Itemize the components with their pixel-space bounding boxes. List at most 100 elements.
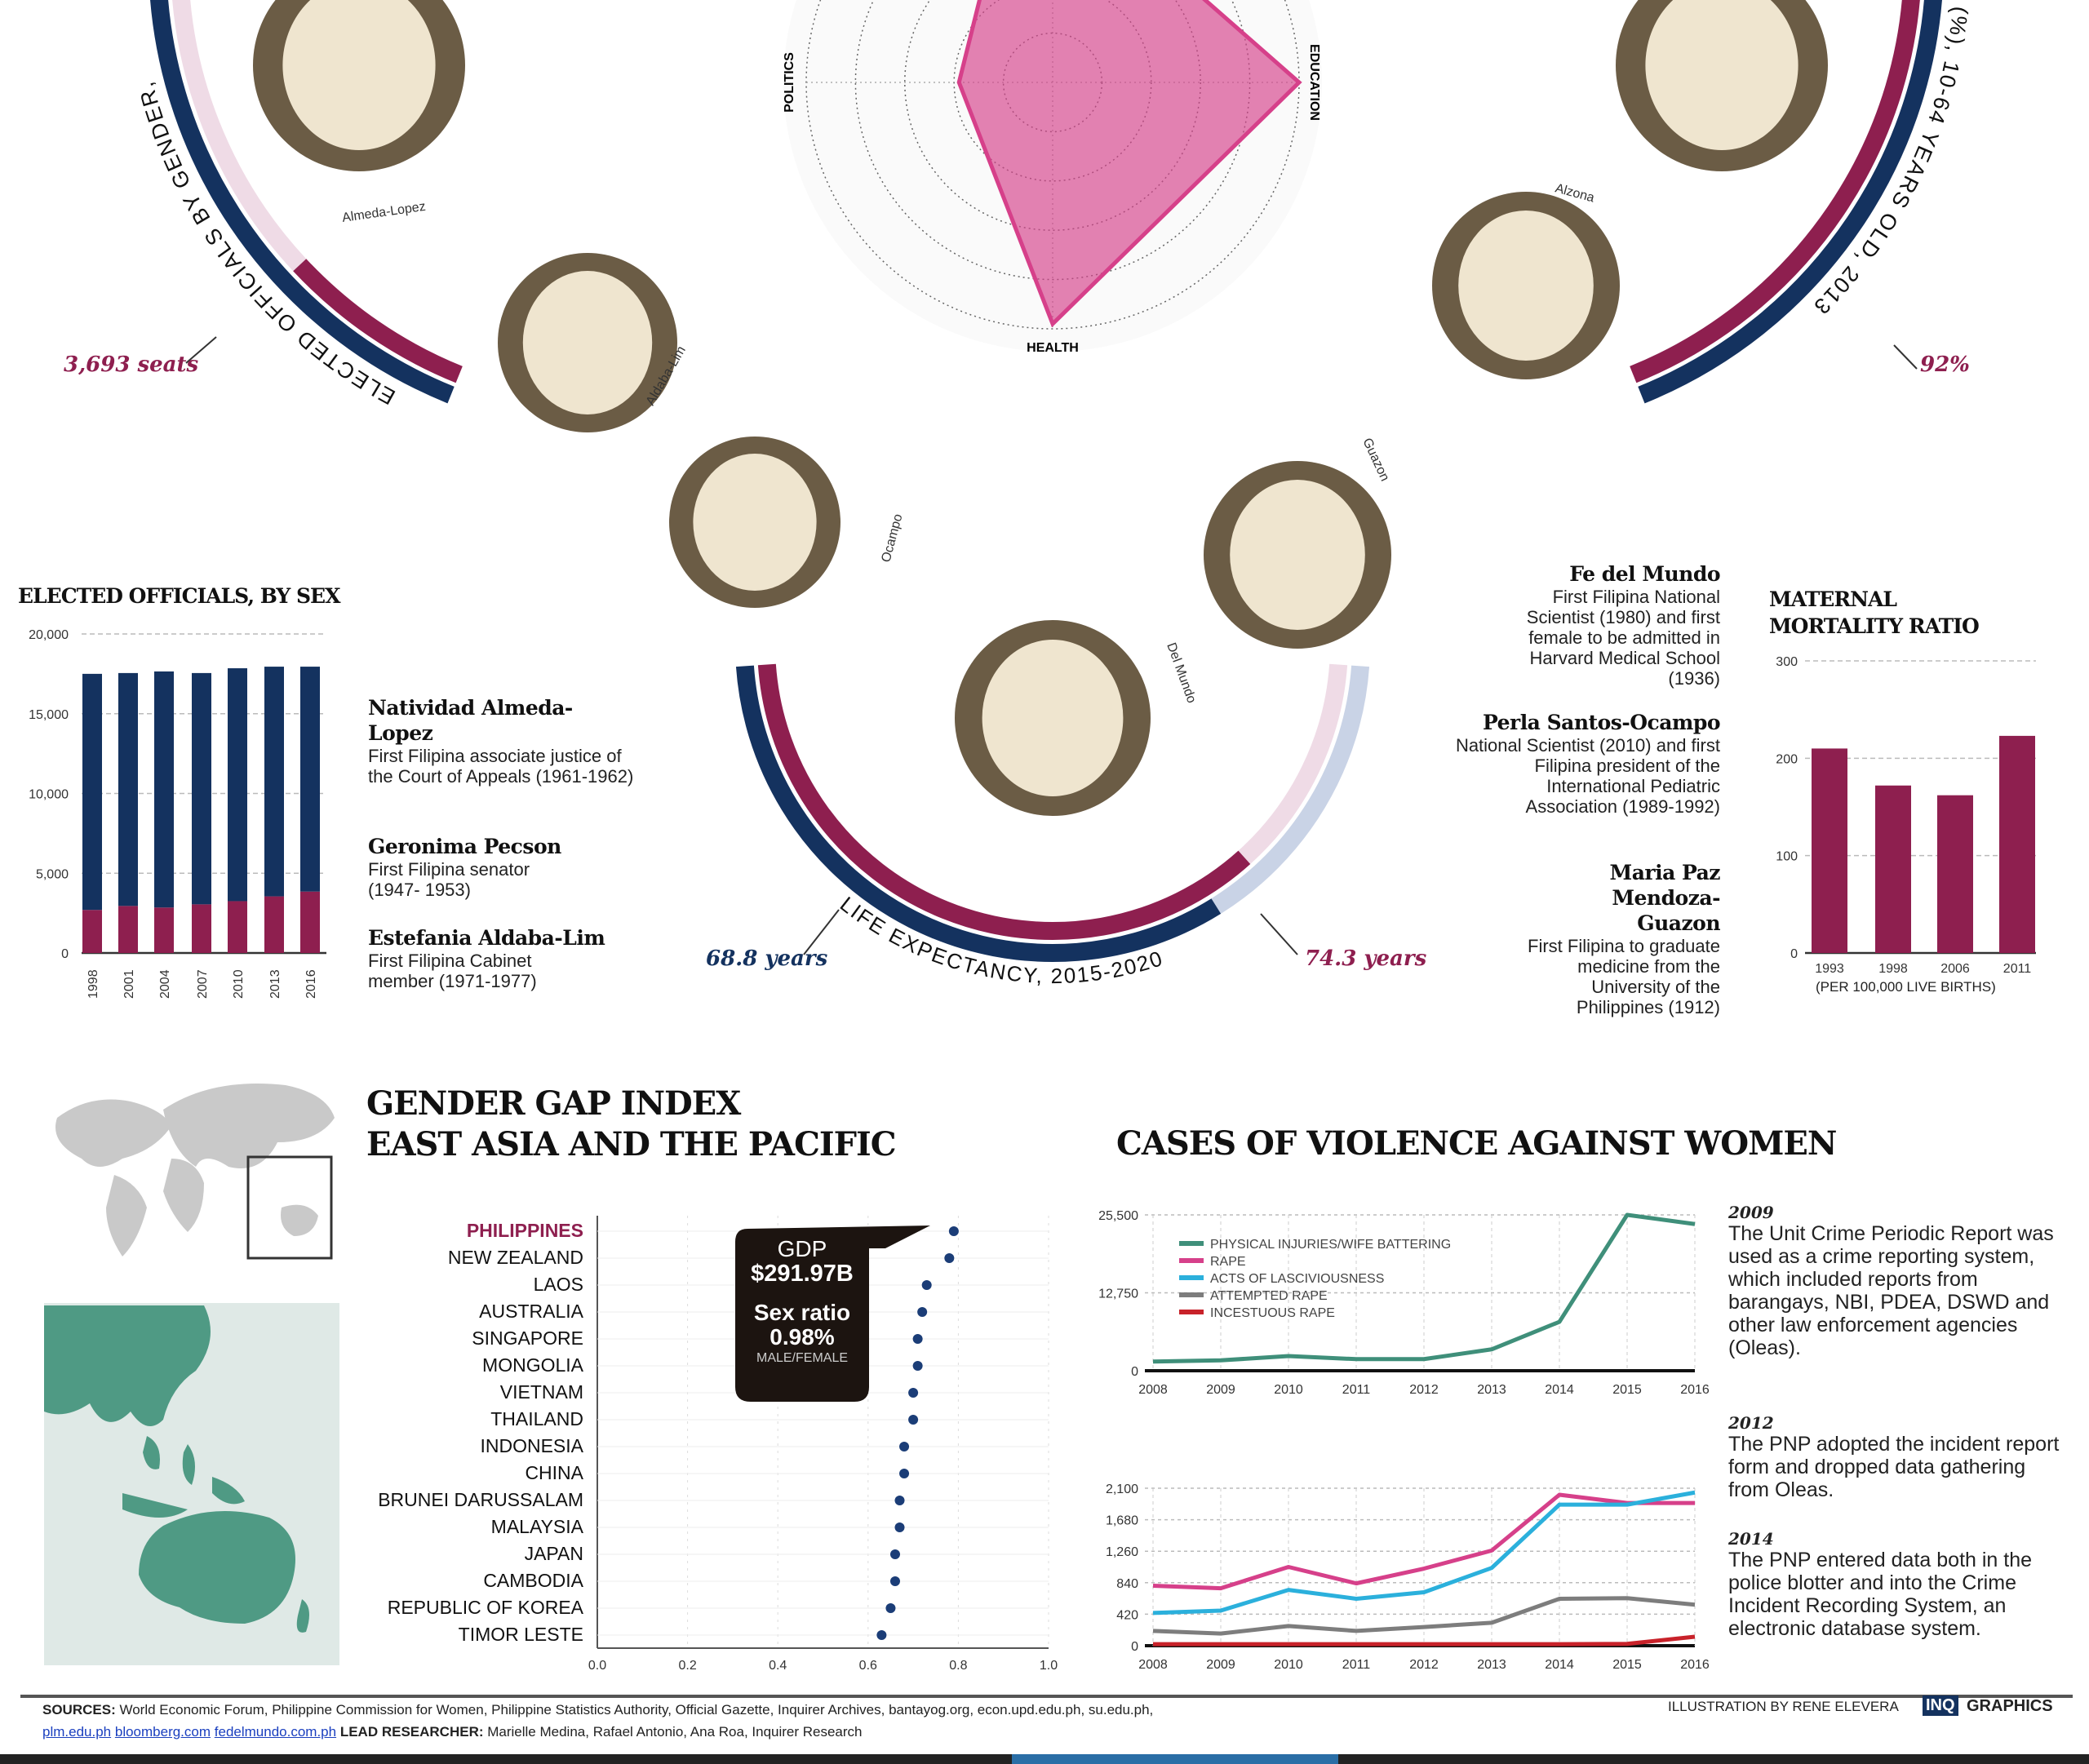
elected-arc-remainder [172, 0, 307, 272]
gender-gap-chart: 0.0 0.2 0.4 0.6 0.8 1.0 [588, 1216, 1058, 1673]
portrait-label: Ocampo [879, 512, 905, 564]
data-point-indonesia [899, 1442, 910, 1452]
data-point-cambodia [889, 1576, 900, 1586]
world-map [55, 1084, 335, 1257]
sources-label: SOURCES: [42, 1702, 116, 1717]
x-tick-label: 2016 [304, 969, 318, 999]
portrait-label: Guazon [1359, 437, 1391, 484]
series-line-acts-of-lasciviousness [1152, 1490, 1696, 1616]
bar-female-2001 [118, 906, 138, 953]
radar-chart: POLITICS EDUCATION HEALTH [783, 0, 1322, 355]
x-tick-label: 0.0 [588, 1659, 606, 1673]
y-tick-label: 200 [1776, 752, 1798, 766]
gdp-label: GDP [777, 1236, 827, 1261]
x-tick-label: 1993 [1815, 962, 1844, 976]
gender-gap-title-line1: GENDER GAP INDEX [366, 1084, 741, 1123]
bar-2006 [1937, 795, 1973, 953]
data-point-malaysia [894, 1522, 905, 1532]
map-zoom-box [246, 1155, 333, 1260]
x-tick-label: 2011 [2003, 962, 2032, 976]
violence-chart-top: 0 12,750 25,500 2008 2009 2010 2011 2012 2013 201… [1098, 1209, 1710, 1397]
data-point-japan [889, 1549, 900, 1559]
face [522, 271, 653, 414]
source-link[interactable]: fedelmundo.com.ph [214, 1724, 337, 1740]
source-link[interactable]: bloomberg.com [114, 1724, 211, 1740]
bio-desc: First Filipina associate justice of the … [368, 746, 634, 787]
series-line-incestuous-rape [1153, 1634, 1696, 1647]
bar-female-2016 [300, 891, 320, 953]
timeline-year: 2012 [1728, 1413, 1774, 1433]
country-label: AUSTRALIA [479, 1301, 583, 1322]
maternal-chart-title: MATERNAL MORTALITY RATIO [1769, 587, 1980, 638]
bar-female-2004 [154, 907, 174, 953]
face [1458, 211, 1594, 361]
researcher-label: LEAD RESEARCHER: [339, 1724, 484, 1740]
country-label: JAPAN [524, 1543, 583, 1564]
life-male-remainder [1211, 665, 1370, 914]
y-tick-label: 100 [1776, 850, 1798, 864]
sex-ratio-label: Sex ratio [753, 1300, 851, 1325]
timeline-text: The PNP entered data both in the police … [1728, 1549, 2033, 1640]
violence-title: CASES OF VIOLENCE AGAINST WOMEN [1116, 1124, 1837, 1163]
y-tick-label: 10,000 [29, 788, 69, 802]
elected-chart-title: ELECTED OFFICIALS, BY SEX [18, 584, 340, 608]
x-tick-label: 2008 [1138, 1383, 1168, 1397]
radar-label-politics: POLITICS [783, 52, 796, 113]
x-tick-label: 2009 [1206, 1383, 1235, 1397]
x-tick-label: 2014 [1545, 1383, 1574, 1397]
bio-aldaba-lim: Estefania Aldaba-Lim First Filipina Cabi… [368, 925, 637, 991]
timeline-2014: 2014 The PNP entered data both in the po… [1728, 1529, 2071, 1640]
x-tick-label: 2012 [1409, 1383, 1439, 1397]
bar-female-2010 [228, 901, 247, 953]
radar-label-education: EDUCATION [1307, 44, 1321, 121]
elected-male-arc [150, 0, 455, 404]
bar-female-1998 [82, 910, 102, 953]
gdp-callout-text: GDP $291.97B Sex ratio 0.98% MALE/FEMALE [735, 1237, 869, 1367]
x-tick-label: 2004 [158, 969, 172, 999]
leader-line [803, 909, 840, 955]
x-tick-label: 0.6 [859, 1659, 877, 1673]
portrait [1204, 461, 1391, 649]
data-point-singapore [912, 1334, 923, 1344]
footer-sources: SOURCES: World Economic Forum, Philippin… [42, 1699, 1348, 1743]
x-tick-label: 2015 [1612, 1658, 1642, 1672]
country-label: MALAYSIA [490, 1516, 583, 1537]
y-tick-label: 2,100 [1106, 1483, 1138, 1496]
country-label: LAOS [533, 1274, 583, 1295]
timeline-year: 2009 [1728, 1203, 1774, 1222]
leader-line [1260, 913, 1298, 955]
portrait [1432, 192, 1620, 379]
country-label: VIETNAM [499, 1381, 583, 1403]
source-link[interactable]: plm.edu.ph [42, 1724, 112, 1740]
data-point-vietnam [908, 1388, 919, 1398]
bio-desc: National Scientist (2010) and first Fili… [1455, 735, 1720, 817]
bio-name: Maria Paz Mendoza-Guazon [1609, 861, 1721, 935]
x-tick-label: 2016 [1680, 1658, 1710, 1672]
leader-line [1893, 344, 1918, 370]
bio-del-mundo: Fe del Mundo First Filipina National Sci… [1451, 561, 1721, 689]
y-tick-label: 840 [1116, 1577, 1138, 1591]
scroll-indicator[interactable] [1012, 1754, 1338, 1764]
bio-name: Fe del Mundo [1569, 562, 1720, 586]
x-tick-label: 1.0 [1040, 1659, 1058, 1673]
portrait [253, 0, 465, 171]
maternal-x-label: (PER 100,000 LIVE BIRTHS) [1816, 979, 1996, 995]
elected-officials-chart: 0 5,000 10,000 15,000 20,000 1998 2001 2004 2007… [29, 628, 326, 999]
sex-ratio-unit: MALE/FEMALE [756, 1351, 849, 1365]
bio-name: Geronima Pecson [368, 835, 561, 858]
radar-label-health: HEALTH [1027, 341, 1079, 355]
data-point-philippines [948, 1226, 959, 1236]
y-tick-label: 1,680 [1106, 1514, 1138, 1528]
bio-mendoza-guazon: Maria Paz Mendoza-Guazon First Filipina … [1451, 860, 1721, 1017]
portrait-label: Almeda-Lopez [341, 200, 427, 225]
bio-desc: First Filipina National Scientist (1980)… [1526, 587, 1720, 689]
bio-name: Natividad Almeda-Lopez [368, 696, 573, 745]
x-tick-label: 2010 [1274, 1658, 1303, 1672]
portrait [955, 620, 1151, 816]
bio-desc: First Filipina to graduate medicine from… [1528, 936, 1720, 1017]
portrait [669, 437, 840, 608]
y-tick-label: 5,000 [36, 867, 69, 881]
data-point-timor-leste [876, 1630, 887, 1640]
country-label: THAILAND [490, 1408, 583, 1429]
